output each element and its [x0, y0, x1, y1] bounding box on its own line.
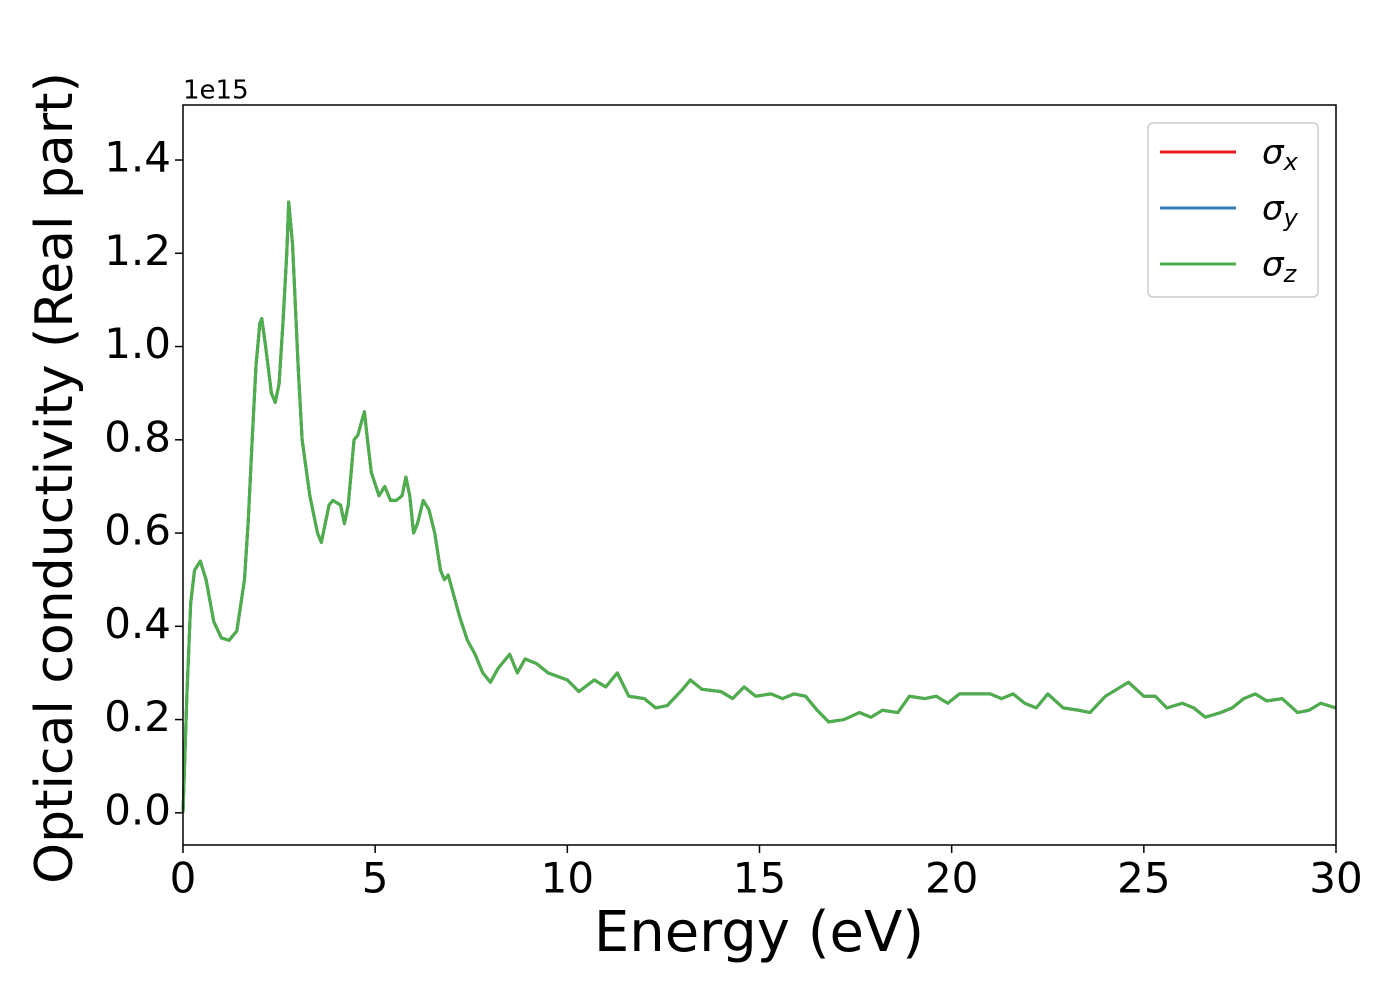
y-axis-label: Optical conductivity (Real part)	[25, 72, 85, 884]
y-tick-label: 0.4	[104, 599, 171, 648]
x-tick-label: 5	[362, 854, 389, 903]
x-tick-label: 0	[170, 854, 197, 903]
plot-frame	[182, 104, 1337, 846]
y-tick-label: 0.0	[104, 785, 171, 834]
y-offset-text: 1e15	[183, 76, 249, 106]
y-tick-label: 0.2	[104, 692, 171, 741]
data-line	[181, 200, 1337, 813]
y-tick-label: 1.4	[104, 133, 171, 182]
y-tick-label: 0.8	[104, 412, 171, 461]
y-tick-label: 1.2	[104, 226, 171, 275]
x-tick-label: 25	[1117, 854, 1170, 903]
x-axis-label: Energy (eV)	[594, 900, 924, 965]
x-tick-label: 30	[1309, 854, 1362, 903]
legend-box	[1147, 122, 1319, 298]
x-tick-label: 20	[925, 854, 978, 903]
x-tick-label: 10	[541, 854, 594, 903]
x-tick-label: 15	[733, 854, 786, 903]
y-tick-label: 1.0	[104, 319, 171, 368]
y-tick-label: 0.6	[104, 506, 171, 555]
